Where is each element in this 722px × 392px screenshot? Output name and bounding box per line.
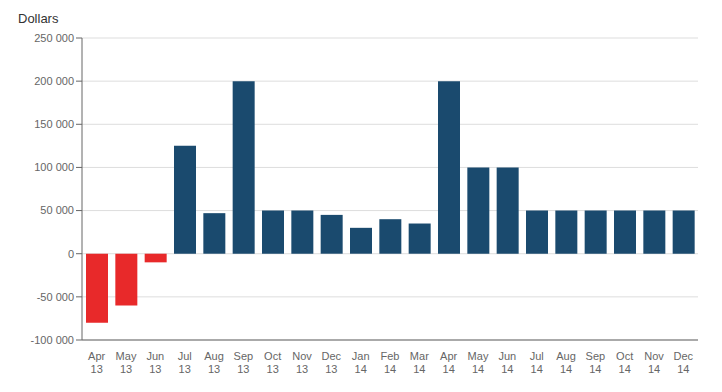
svg-text:Apr14: Apr14 (440, 350, 457, 375)
svg-text:200 000: 200 000 (34, 75, 74, 87)
svg-text:Nov14: Nov14 (644, 350, 664, 375)
svg-text:May13: May13 (116, 350, 137, 375)
svg-text:Oct13: Oct13 (264, 350, 281, 375)
svg-text:Feb14: Feb14 (381, 350, 400, 375)
svg-text:Aug14: Aug14 (556, 350, 576, 375)
svg-text:Jan14: Jan14 (352, 350, 370, 375)
svg-text:Nov13: Nov13 (292, 350, 312, 375)
html-text:Dollars: Dollars (18, 11, 59, 26)
svg-text:Aug13: Aug13 (204, 350, 224, 375)
svg-text:Jun14: Jun14 (498, 350, 516, 375)
svg-text:Jul14: Jul14 (530, 350, 544, 375)
svg-text:Jul13: Jul13 (178, 350, 192, 375)
svg-text:0: 0 (68, 248, 74, 260)
svg-text:250 000: 250 000 (34, 32, 74, 44)
svg-text:100 000: 100 000 (34, 161, 74, 173)
svg-text:Sep14: Sep14 (586, 350, 606, 375)
svg-text:Dec13: Dec13 (322, 350, 342, 375)
svg-text:Oct14: Oct14 (616, 350, 633, 375)
svg-text:Mar14: Mar14 (410, 350, 429, 375)
svg-text:Sep13: Sep13 (234, 350, 254, 375)
svg-text:Jun13: Jun13 (146, 350, 164, 375)
svg-text:May14: May14 (468, 350, 489, 375)
svg-text:Apr13: Apr13 (88, 350, 105, 375)
svg-text:-100 000: -100 000 (31, 334, 74, 346)
svg-text:150 000: 150 000 (34, 118, 74, 130)
svg-text:Dec14: Dec14 (674, 350, 694, 375)
svg-text:-50 000: -50 000 (37, 291, 74, 303)
svg-text:50 000: 50 000 (40, 204, 74, 216)
